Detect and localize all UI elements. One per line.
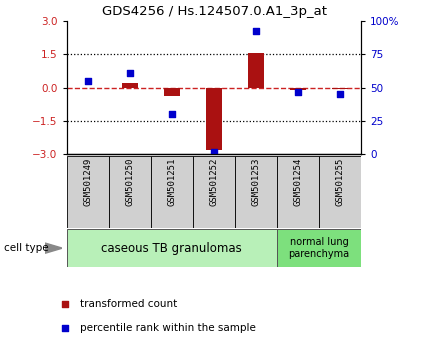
Point xyxy=(295,89,301,95)
Text: cell type: cell type xyxy=(4,243,49,253)
Polygon shape xyxy=(45,243,62,253)
Bar xyxy=(290,88,306,90)
Bar xyxy=(206,88,222,149)
Text: GSM501249: GSM501249 xyxy=(83,158,92,206)
Text: GSM501252: GSM501252 xyxy=(209,158,218,206)
Point xyxy=(126,70,133,75)
Bar xyxy=(193,156,235,228)
Text: GSM501254: GSM501254 xyxy=(294,158,303,206)
Bar xyxy=(109,156,151,228)
Point xyxy=(61,301,68,307)
Point xyxy=(169,111,175,117)
Text: GSM501250: GSM501250 xyxy=(125,158,134,206)
Bar xyxy=(277,229,361,267)
Bar xyxy=(164,88,180,97)
Text: GSM501255: GSM501255 xyxy=(336,158,345,206)
Bar xyxy=(277,156,319,228)
Bar xyxy=(332,88,348,89)
Bar xyxy=(151,156,193,228)
Bar xyxy=(122,83,138,88)
Text: percentile rank within the sample: percentile rank within the sample xyxy=(80,323,256,333)
Text: normal lung
parenchyma: normal lung parenchyma xyxy=(289,237,350,259)
Text: GSM501251: GSM501251 xyxy=(167,158,176,206)
Bar xyxy=(67,156,109,228)
Text: GDS4256 / Hs.124507.0.A1_3p_at: GDS4256 / Hs.124507.0.A1_3p_at xyxy=(102,5,328,18)
Point xyxy=(337,91,344,97)
Point xyxy=(252,28,259,34)
Text: caseous TB granulomas: caseous TB granulomas xyxy=(101,242,242,255)
Point xyxy=(211,149,217,155)
Text: transformed count: transformed count xyxy=(80,299,178,309)
Point xyxy=(84,79,91,84)
Bar xyxy=(319,156,361,228)
Bar xyxy=(235,156,277,228)
Text: GSM501253: GSM501253 xyxy=(252,158,261,206)
Bar xyxy=(67,229,277,267)
Bar xyxy=(248,53,264,88)
Point xyxy=(61,326,68,331)
